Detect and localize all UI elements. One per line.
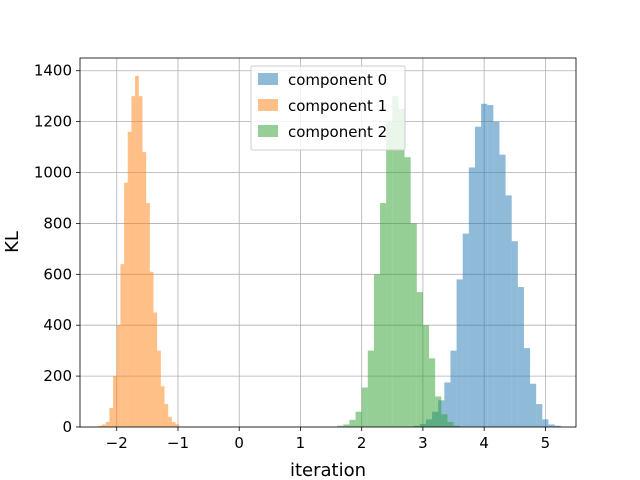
histogram-bar-component-1 <box>120 264 125 427</box>
histogram-bar-component-0 <box>456 279 463 427</box>
histogram-bar-component-2 <box>386 121 393 427</box>
x-tick-label: −2 <box>106 434 128 452</box>
histogram-bar-component-2 <box>355 411 362 427</box>
legend-label-component-2: component 2 <box>288 123 387 141</box>
histogram-bar-component-2 <box>373 274 381 427</box>
histogram-bar-component-1 <box>146 203 150 427</box>
histogram-bar-component-1 <box>160 386 165 427</box>
histogram-bar-component-2 <box>441 414 448 427</box>
histogram-bar-component-1 <box>124 182 128 427</box>
histogram-bar-component-1 <box>127 131 132 428</box>
legend-entry-component-0: component 0 <box>258 71 387 89</box>
y-tick-label: 800 <box>43 214 72 232</box>
histogram-bar-component-2 <box>416 292 423 427</box>
histogram-bar-component-0 <box>523 348 531 427</box>
x-tick-label: 4 <box>479 434 489 452</box>
histogram-bar-component-1 <box>138 96 143 427</box>
histogram-bar-component-1 <box>149 271 154 427</box>
y-tick-label: 200 <box>43 367 72 385</box>
y-axis-label: KL <box>2 231 23 253</box>
histogram-bar-component-2 <box>447 421 454 427</box>
histogram-bar-component-1 <box>164 404 169 427</box>
histogram-bar-component-2 <box>343 424 350 427</box>
histogram-bar-component-2 <box>392 96 399 427</box>
y-tick-label: 1000 <box>34 164 72 182</box>
x-tick-label: 2 <box>357 434 367 452</box>
histogram-bar-component-0 <box>468 167 475 427</box>
bars-layer <box>98 75 561 428</box>
legend-label-component-0: component 0 <box>288 71 387 89</box>
histogram-bar-component-2 <box>337 425 344 427</box>
histogram-bar-component-0 <box>505 195 512 427</box>
histogram-bar-component-0 <box>511 241 518 427</box>
histogram-bar-component-2 <box>398 108 405 428</box>
histogram-bar-component-2 <box>453 425 460 427</box>
legend-entry-component-1: component 1 <box>258 97 387 115</box>
histogram-bar-component-2 <box>361 387 368 427</box>
histogram-bar-component-0 <box>548 424 555 427</box>
histogram-bar-component-1 <box>157 350 161 427</box>
plot-frame <box>79 57 577 428</box>
histogram-bar-component-0 <box>444 382 451 427</box>
histogram-bar-component-1 <box>98 425 103 427</box>
legend-swatch-component-1 <box>258 99 278 111</box>
x-axis-label: iteration <box>290 460 366 480</box>
histogram-bar-component-1 <box>168 416 172 427</box>
legend: component 0 component 1 component 2 <box>250 65 406 151</box>
histogram-bar-component-1 <box>113 376 117 427</box>
histogram-bar-component-2 <box>422 325 430 427</box>
histogram-bar-component-1 <box>171 421 176 427</box>
histogram-bar-component-1 <box>105 421 110 427</box>
histogram-bar-component-2 <box>380 203 387 427</box>
histogram-bar-component-0 <box>499 154 506 428</box>
x-tick-label: 3 <box>418 434 428 452</box>
histogram-bar-component-0 <box>493 121 500 427</box>
legend-swatch-component-0 <box>258 73 278 85</box>
histogram-bar-component-2 <box>435 396 442 427</box>
histogram-bar-component-0 <box>487 105 494 427</box>
histogram-bar-component-1 <box>135 75 139 428</box>
histogram-bar-component-0 <box>450 350 457 427</box>
histogram-bar-component-1 <box>109 407 114 427</box>
histogram-bar-component-0 <box>542 419 549 427</box>
histogram-bar-component-0 <box>530 383 537 427</box>
histogram-bar-component-1 <box>142 152 147 427</box>
y-tick-label: 1200 <box>34 113 72 131</box>
histogram-bar-component-2 <box>404 157 411 427</box>
histogram-bar-component-1 <box>102 424 106 427</box>
histogram-bar-component-0 <box>462 233 469 427</box>
histogram-bar-component-2 <box>410 223 417 427</box>
y-tick-label: 400 <box>43 316 72 334</box>
legend-label-component-1: component 1 <box>288 97 387 115</box>
x-tick-label: −1 <box>167 434 189 452</box>
legend-entry-component-2: component 2 <box>258 123 387 141</box>
histogram-bar-component-1 <box>131 96 136 427</box>
histogram-bar-component-0 <box>554 425 561 427</box>
x-tick-label: 0 <box>234 434 244 452</box>
histogram-bar-component-0 <box>481 103 488 428</box>
x-tick-label: 5 <box>541 434 551 452</box>
histogram-bar-component-1 <box>116 325 121 427</box>
histogram-bar-component-2 <box>349 419 356 427</box>
legend-swatch-component-2 <box>258 125 278 137</box>
histogram-bar-component-0 <box>517 287 524 427</box>
histogram-bar-component-2 <box>429 358 436 427</box>
y-tick-label: 0 <box>62 418 72 436</box>
x-tick-label: 1 <box>296 434 306 452</box>
ticks-layer: −2 −1 0 1 2 3 4 5 0 200 400 600 800 1000 1200 1400 <box>34 62 550 452</box>
histogram-bar-component-1 <box>175 424 180 427</box>
histogram-bar-component-1 <box>153 312 158 427</box>
histogram-bar-component-0 <box>474 126 482 428</box>
y-tick-label: 1400 <box>34 62 72 80</box>
histogram-bar-component-2 <box>367 350 374 427</box>
y-tick-label: 600 <box>43 265 72 283</box>
histogram-bar-component-0 <box>536 404 543 427</box>
legend-box <box>250 65 406 151</box>
